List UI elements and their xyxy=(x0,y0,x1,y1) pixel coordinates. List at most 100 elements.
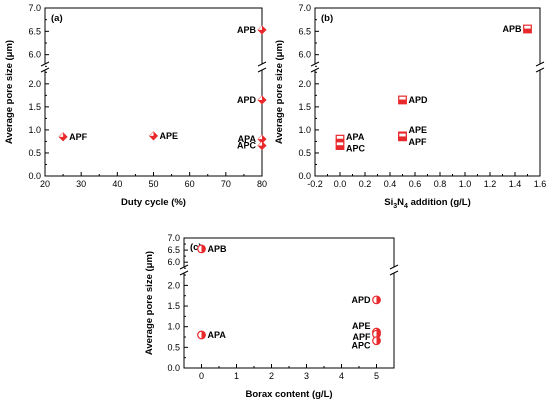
point-label: APE xyxy=(352,321,371,331)
x-tick-label: 1.6 xyxy=(534,179,547,189)
chart-panel-a: 6.0 6.5 7.0 0.0 0.5 1.0 1.5 2.0 20 30 40 50 60 70 80 Du… xyxy=(4,3,267,208)
x-axis-title-part: N xyxy=(397,197,404,208)
x-axis-title-part: addition (g/L) xyxy=(408,197,471,208)
y-tick-label: 0.5 xyxy=(167,342,180,352)
y-tick-label: 6.5 xyxy=(298,26,311,36)
point-label: APE xyxy=(409,125,428,135)
marker-highlight xyxy=(258,135,262,140)
marker-square xyxy=(335,141,345,150)
x-tick-label: 2 xyxy=(269,371,274,381)
marker-highlight xyxy=(198,245,202,253)
y-tick-label: 1.0 xyxy=(298,125,311,135)
y-tick-label: 1.5 xyxy=(28,102,41,112)
point-label: APA xyxy=(208,330,227,340)
axis-break-gap xyxy=(536,64,544,70)
point-label: APA xyxy=(238,134,257,144)
x-axis-title-sub: 4 xyxy=(404,203,408,210)
data-point: APF xyxy=(58,132,88,142)
axis-break-gap xyxy=(311,64,319,70)
y-tick-label: 6.5 xyxy=(167,245,180,255)
x-tick-label: 1.4 xyxy=(509,179,522,189)
data-point: APB xyxy=(197,244,228,254)
data-point: APF xyxy=(353,329,381,342)
axis-break-mark xyxy=(389,270,399,276)
panel-tag: (a) xyxy=(51,13,63,24)
point-label: APD xyxy=(351,295,371,305)
data-point: APD xyxy=(237,95,267,105)
marker-highlight xyxy=(258,141,262,146)
axis-break-mark xyxy=(179,264,189,270)
axis-break-mark xyxy=(40,61,50,67)
x-tick-label: 70 xyxy=(221,179,231,189)
marker-highlight xyxy=(59,132,64,137)
y-tick-label: 0.0 xyxy=(167,363,180,373)
y-axis-title: Average pore size (μm) xyxy=(4,40,15,144)
y-tick-label: 7.0 xyxy=(28,3,41,13)
x-tick-label: 60 xyxy=(185,179,195,189)
x-tick-label: 20 xyxy=(40,179,50,189)
x-tick-label: -0.2 xyxy=(307,179,323,189)
y-tick-label: 0.5 xyxy=(28,148,41,158)
panel-tag: (c) xyxy=(190,242,202,253)
x-axis-title-part: Si xyxy=(384,197,393,208)
point-label: APC xyxy=(346,144,366,154)
x-axis-title: Duty cycle (%) xyxy=(121,197,186,208)
marker-highlight xyxy=(258,95,262,100)
x-tick-label: 4 xyxy=(339,371,344,381)
y-tick-label: 2.0 xyxy=(298,79,311,89)
y-tick-label: 0.0 xyxy=(28,171,41,181)
x-tick-label: 5 xyxy=(374,371,379,381)
data-point: APB xyxy=(237,25,267,35)
panel-tag: (b) xyxy=(321,13,333,24)
axis-break-mark xyxy=(257,67,267,73)
y-tick-label: 1.0 xyxy=(167,322,180,332)
y-tick-label: 0.0 xyxy=(298,171,311,181)
marker-highlight xyxy=(524,25,531,29)
y-tick-label: 1.5 xyxy=(167,301,180,311)
y-tick-label: 1.5 xyxy=(298,102,311,112)
point-label: APF xyxy=(409,137,428,147)
x-tick-label: 0.0 xyxy=(334,179,347,189)
plot-frame xyxy=(44,7,263,177)
axis-break-mark xyxy=(179,270,189,276)
y-tick-label: 6.0 xyxy=(298,50,311,60)
y-axis-title: Average pore size (μm) xyxy=(144,251,155,355)
x-tick-label: 80 xyxy=(257,179,267,189)
data-point: APA xyxy=(197,330,227,340)
axis-break-gap xyxy=(390,267,398,273)
data-point: APA xyxy=(238,134,267,144)
y-tick-label: 2.0 xyxy=(28,79,41,89)
point-label: APB xyxy=(237,25,257,35)
point-label: APF xyxy=(353,332,372,342)
y-tick-label: 6.0 xyxy=(28,50,41,60)
data-point: APB xyxy=(502,24,532,34)
point-label: APC xyxy=(237,141,257,151)
axis-break-mark xyxy=(310,61,320,67)
marker-square xyxy=(398,132,407,142)
y-tick-label: 2.0 xyxy=(167,280,180,290)
point-label: APD xyxy=(409,95,429,105)
marker-highlight xyxy=(373,330,377,338)
point-label: APB xyxy=(208,244,228,254)
x-tick-label: 1.0 xyxy=(459,179,472,189)
x-tick-label: 0 xyxy=(199,371,204,381)
x-axis-title: Si3N4 addition (g/L) xyxy=(384,197,470,210)
marker-highlight xyxy=(373,296,377,304)
axis-break-mark xyxy=(389,264,399,270)
point-label: APA xyxy=(346,132,365,142)
chart-panel-c: 6.0 6.5 7.0 0.0 0.5 1.0 1.5 2.0 0 1 2 3 4 5 Borax cont… xyxy=(144,233,399,400)
axis-break-gap xyxy=(258,64,266,70)
x-axis-title-sub: 3 xyxy=(393,203,397,210)
axis-break-mark xyxy=(257,61,267,67)
marker-square xyxy=(523,24,532,34)
y-axis-title: Average pore size (μm) xyxy=(274,40,285,144)
marker-highlight xyxy=(399,133,406,137)
x-tick-label: 0.8 xyxy=(434,179,447,189)
y-tick-label: 7.0 xyxy=(167,233,180,243)
data-point: APD xyxy=(398,95,429,105)
marker-highlight xyxy=(336,135,344,139)
x-tick-label: 40 xyxy=(112,179,122,189)
marker-highlight xyxy=(258,25,262,30)
x-axis-title: Borax content (g/L) xyxy=(245,389,332,400)
